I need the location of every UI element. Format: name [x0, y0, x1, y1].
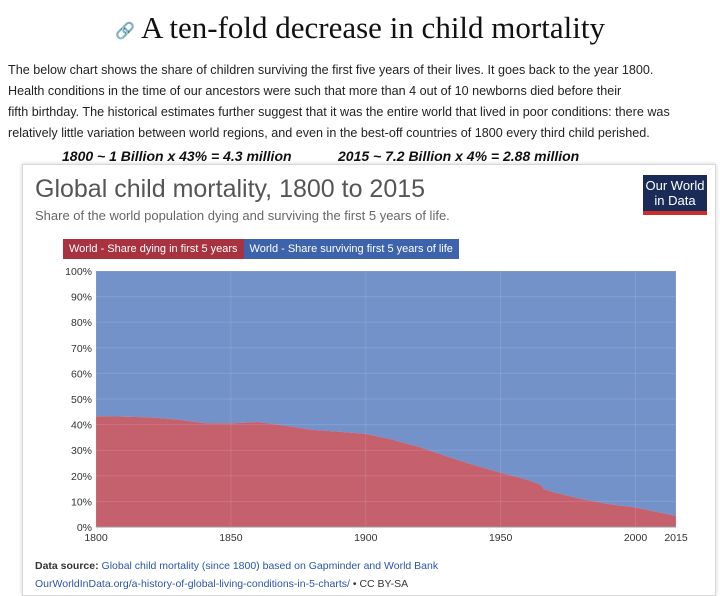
logo-line-1: Our World: [645, 178, 705, 193]
link-icon[interactable]: 🔗: [115, 22, 135, 40]
y-tick-label: 40%: [71, 420, 92, 432]
y-tick-label: 30%: [71, 445, 92, 457]
y-tick-label: 70%: [71, 343, 92, 355]
intro-line: The below chart shows the share of child…: [8, 63, 654, 77]
source-url-link[interactable]: OurWorldInData.org/a-history-of-global-l…: [35, 578, 350, 590]
license-text: • CC BY-SA: [349, 578, 409, 590]
y-tick-label: 100%: [65, 266, 92, 278]
chart-plot: 0% 10% 20% 30% 40% 50% 60% 70% 80% 90% 100% 1800 185…: [65, 266, 688, 544]
intro-line: Health conditions in the time of our anc…: [8, 84, 622, 98]
chart-title: Global child mortality, 1800 to 2015: [35, 175, 426, 203]
formula-1800: 1800 ~ 1 Billion x 43% = 4.3 million: [62, 148, 292, 164]
chart-subtitle: Share of the world population dying and …: [35, 208, 450, 223]
y-tick-label: 0%: [77, 522, 92, 534]
chart-legend: World - Share dying in first 5 years Worl…: [63, 239, 459, 259]
x-tick-label: 1900: [354, 532, 378, 544]
y-tick-label: 20%: [71, 471, 92, 483]
article-heading: 🔗 A ten-fold decrease in child mortality: [0, 10, 720, 46]
x-tick-label: 1800: [84, 532, 108, 544]
chart-source: Data source: Global child mortality (sin…: [35, 557, 438, 593]
legend-item-dying[interactable]: World - Share dying in first 5 years: [63, 239, 244, 259]
intro-paragraph: The below chart shows the share of child…: [8, 60, 714, 144]
x-tick-label: 2000: [624, 532, 648, 544]
source-link[interactable]: Global child mortality (since 1800) base…: [101, 560, 439, 572]
article-heading-text: A ten-fold decrease in child mortality: [140, 10, 605, 45]
area-surviving: [96, 271, 676, 516]
area-dying: [96, 416, 676, 527]
intro-line: fifth birthday. The historical estimates…: [8, 105, 670, 119]
logo-line-2: in Data: [654, 193, 696, 208]
y-tick-label: 60%: [71, 368, 92, 380]
y-tick-label: 90%: [71, 292, 92, 304]
source-label: Data source:: [35, 560, 99, 572]
legend-item-surviving[interactable]: World - Share surviving first 5 years of…: [243, 239, 459, 259]
x-tick-label: 1950: [489, 532, 513, 544]
x-tick-label: 2015: [664, 532, 688, 544]
owid-logo[interactable]: Our World in Data: [643, 175, 707, 215]
x-tick-label: 1850: [219, 532, 243, 544]
intro-line: relatively little variation between worl…: [8, 126, 650, 140]
formula-2015: 2015 ~ 7.2 Billion x 4% = 2.88 million: [338, 148, 580, 164]
chart-card: Global child mortality, 1800 to 2015 Sha…: [22, 164, 716, 596]
y-tick-label: 10%: [71, 496, 92, 508]
y-tick-label: 80%: [71, 317, 92, 329]
y-tick-label: 50%: [71, 394, 92, 406]
